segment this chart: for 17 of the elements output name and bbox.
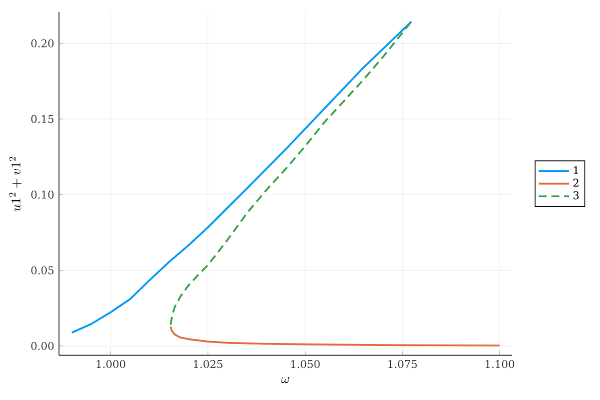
x-axis-title: $\omega$ bbox=[281, 377, 290, 384]
x-tick-label: 1.000 bbox=[96, 360, 126, 368]
x-tick-label: 1.050 bbox=[291, 360, 320, 368]
y-tick-label: 0.20 bbox=[31, 39, 54, 48]
y-tick-label: 0.05 bbox=[31, 266, 54, 274]
y-tick-label: 0.15 bbox=[31, 114, 54, 124]
line-series bbox=[170, 326, 501, 346]
y-tick-label: 0.00 bbox=[31, 342, 54, 350]
legend-label: 1 bbox=[574, 166, 578, 174]
legend-label: 2 bbox=[573, 178, 578, 187]
x-tick-label: 1.025 bbox=[194, 360, 222, 368]
legend-label: 3 bbox=[573, 191, 579, 200]
y-tick-label: 0.10 bbox=[31, 190, 54, 199]
x-tick-label: 1.100 bbox=[486, 360, 514, 368]
line-series bbox=[170, 20, 412, 326]
x-tick-label: 1.075 bbox=[388, 360, 417, 368]
y-axis-title: $u1^2 + v1^2$ bbox=[9, 156, 22, 212]
